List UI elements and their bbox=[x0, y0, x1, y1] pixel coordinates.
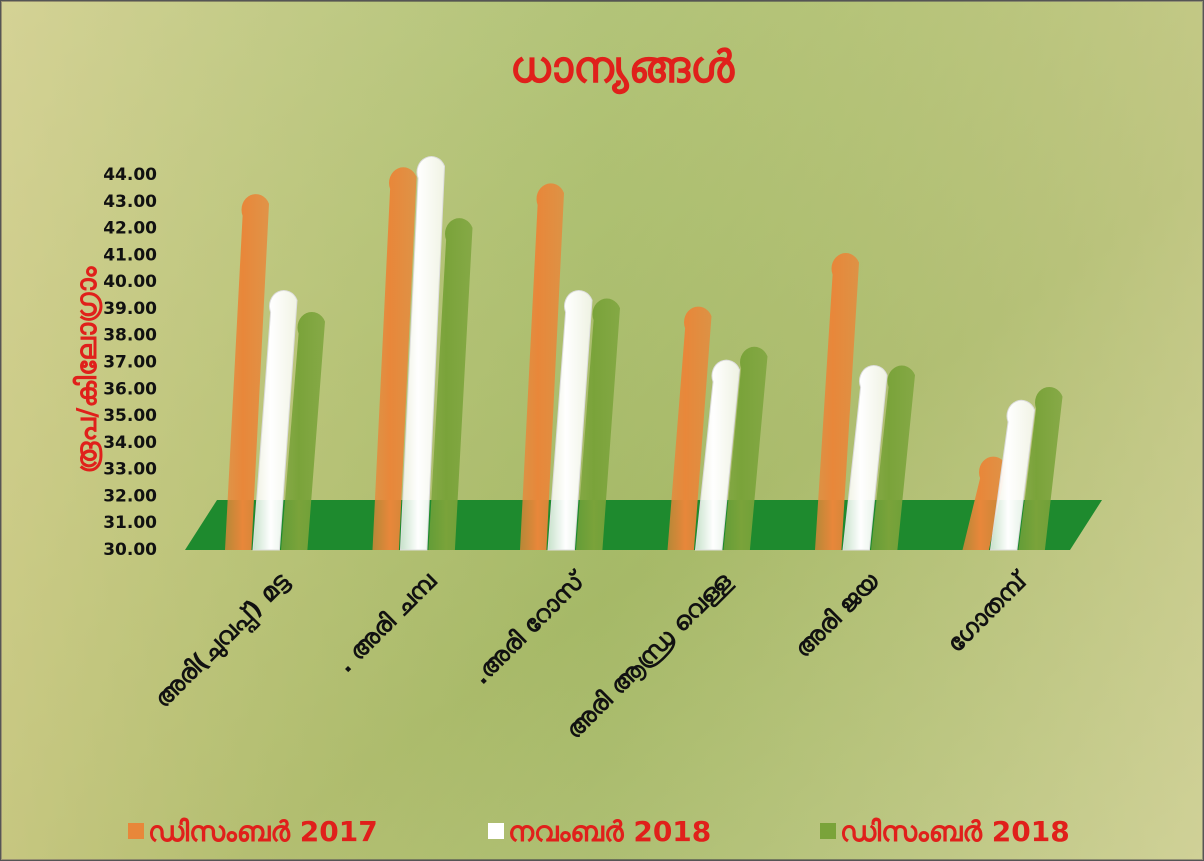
y-tick-label: 34.00 bbox=[103, 433, 157, 453]
y-tick-label: 33.00 bbox=[103, 460, 157, 480]
y-tick-label: 30.00 bbox=[103, 540, 157, 560]
y-tick-label: 38.00 bbox=[103, 326, 157, 346]
y-axis-label: രൂപ/കിലോഗ്രാം bbox=[70, 265, 103, 473]
y-tick-label: 41.00 bbox=[103, 245, 157, 265]
chart: ധാന്യങ്ങൾ രൂപ/കിലോഗ്രാം 30.00 31.00 32.00 3… bbox=[0, 0, 1204, 861]
legend-swatch bbox=[128, 823, 144, 839]
legend-label: നവംബർ 2018 bbox=[508, 815, 711, 848]
legend-swatch bbox=[820, 823, 836, 839]
y-tick-label: 35.00 bbox=[103, 406, 157, 426]
y-tick-label: 44.00 bbox=[103, 165, 157, 185]
y-tick-label: 37.00 bbox=[103, 353, 157, 373]
legend-swatch bbox=[488, 823, 504, 839]
chart-title: ധാന്യങ്ങൾ bbox=[510, 42, 735, 94]
y-tick-label: 40.00 bbox=[103, 272, 157, 292]
y-tick-label: 31.00 bbox=[103, 513, 157, 533]
legend-label: ഡിസംബർ 2017 bbox=[148, 815, 378, 848]
y-tick-label: 39.00 bbox=[103, 299, 157, 319]
y-tick-label: 42.00 bbox=[103, 219, 157, 239]
y-tick-label: 43.00 bbox=[103, 192, 157, 212]
y-tick-label: 32.00 bbox=[103, 486, 157, 506]
y-tick-label: 36.00 bbox=[103, 379, 157, 399]
legend-label: ഡിസംബർ 2018 bbox=[840, 815, 1070, 848]
